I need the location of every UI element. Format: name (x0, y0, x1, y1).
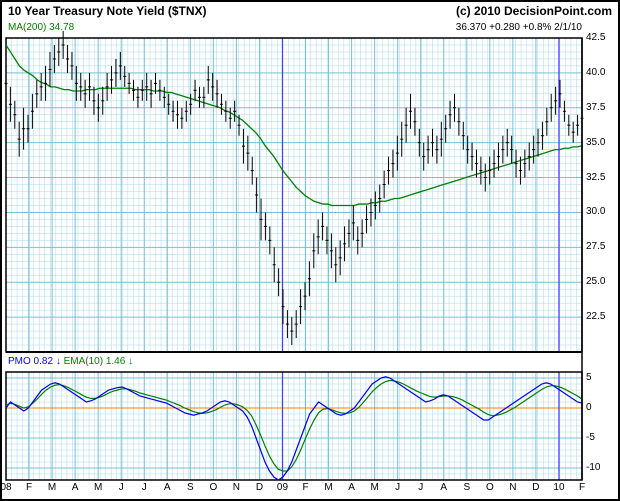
x-tick-label: N (509, 482, 516, 493)
x-tick-label: D (256, 482, 263, 493)
y-tick-label: 42.5 (586, 32, 605, 43)
x-tick-label: 10 (553, 482, 564, 493)
y-tick-label: 0 (586, 402, 592, 413)
x-tick-label: J (418, 482, 423, 493)
indicator-header: PMO 0.82 ↓ EMA(10) 1.46 ↓ (8, 356, 133, 367)
x-tick-label: M (324, 482, 332, 493)
x-tick-label: F (302, 482, 308, 493)
x-tick-label: M (48, 482, 56, 493)
x-tick-label: J (142, 482, 147, 493)
x-tick-label: N (233, 482, 240, 493)
y-tick-label: 25.0 (586, 276, 605, 287)
y-tick-label: 37.5 (586, 102, 605, 113)
x-tick-label: O (486, 482, 494, 493)
y-tick-label: -10 (586, 462, 600, 473)
x-tick-label: 08 (0, 482, 11, 493)
x-tick-label: M (370, 482, 378, 493)
x-tick-label: A (440, 482, 447, 493)
y-tick-label: 30.0 (586, 206, 605, 217)
y-tick-label: 40.0 (586, 67, 605, 78)
y-tick-label: -5 (586, 432, 595, 443)
x-tick-label: 09 (277, 482, 288, 493)
pmo-label: PMO 0.82 (8, 356, 53, 367)
x-tick-label: F (26, 482, 32, 493)
y-tick-label: 5 (586, 372, 592, 383)
chart-frame: 10 Year Treasury Note Yield ($TNX) (c) 2… (0, 0, 620, 501)
x-tick-label: O (209, 482, 217, 493)
x-tick-label: J (119, 482, 124, 493)
x-tick-label: M (94, 482, 102, 493)
x-tick-label: J (395, 482, 400, 493)
y-tick-label: 32.5 (586, 172, 605, 183)
chart-canvas (2, 2, 618, 499)
x-tick-label: A (164, 482, 171, 493)
x-tick-label: A (72, 482, 79, 493)
y-tick-label: 27.5 (586, 241, 605, 252)
ema-label: EMA(10) 1.46 (64, 356, 126, 367)
y-tick-label: 35.0 (586, 137, 605, 148)
x-tick-label: S (463, 482, 470, 493)
x-tick-label: D (532, 482, 539, 493)
x-tick-label: A (348, 482, 355, 493)
y-tick-label: 22.5 (586, 311, 605, 322)
x-tick-label: S (187, 482, 194, 493)
x-tick-label: F (579, 482, 585, 493)
